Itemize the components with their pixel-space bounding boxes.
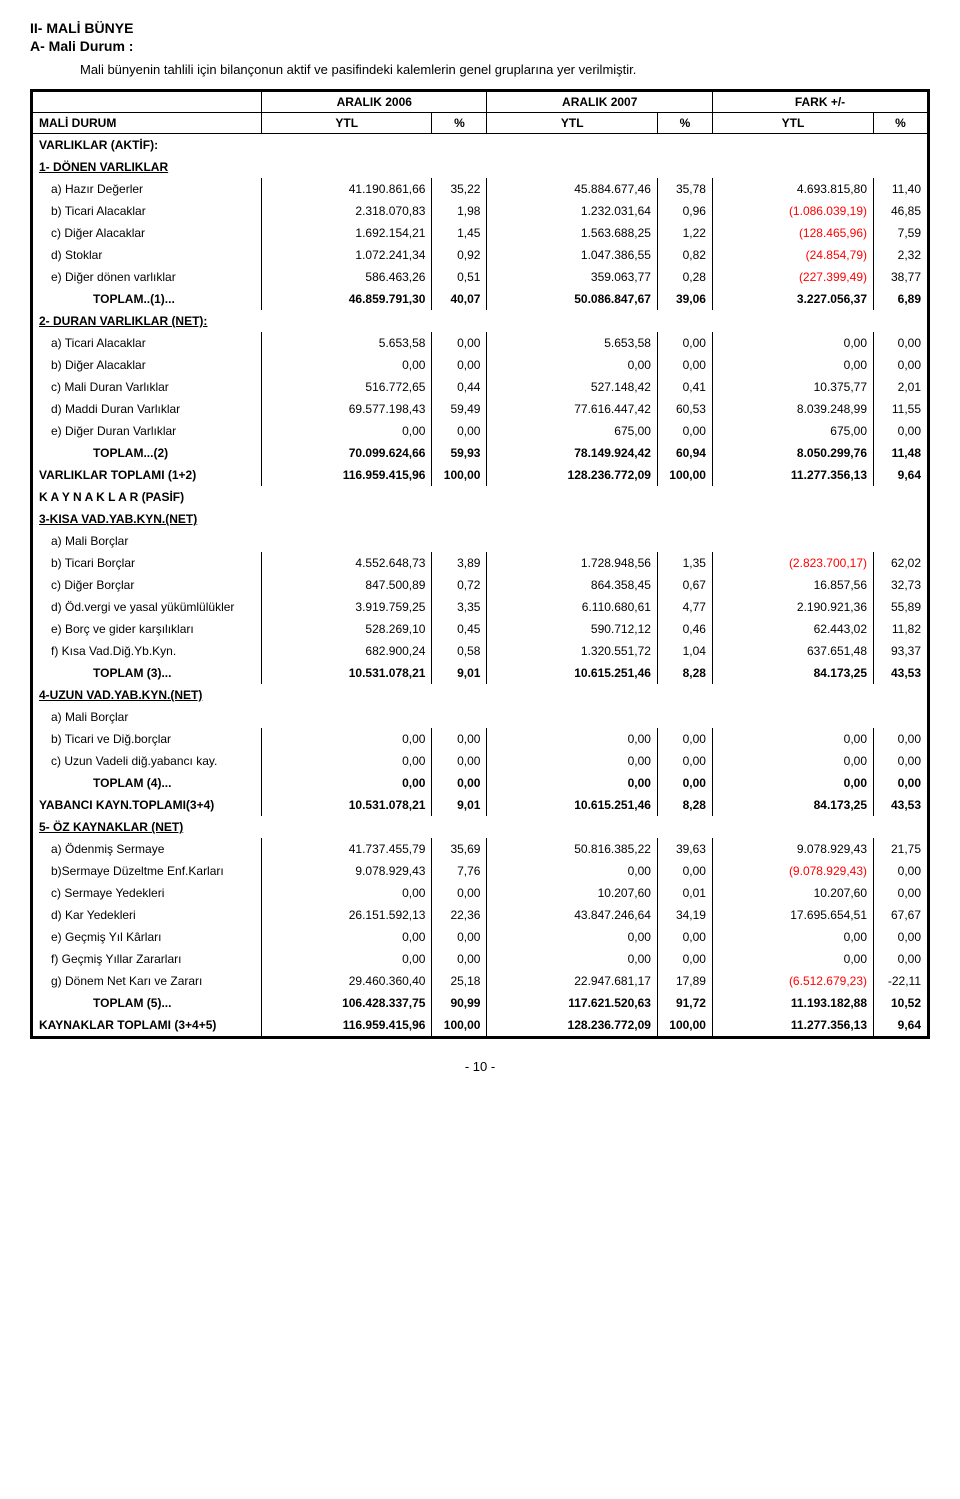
table-row: c) Diğer Borçlar847.500,890,72864.358,45… <box>32 574 929 596</box>
table-body: VARLIKLAR (AKTİF): 1- DÖNEN VARLIKLAR a)… <box>32 134 929 1038</box>
table-row-grandtotal: YABANCI KAYN.TOPLAMI(3+4)10.531.078,219,… <box>32 794 929 816</box>
sub-title: A- Mali Durum : <box>30 38 930 54</box>
table-row: e) Geçmiş Yıl Kârları0,000,000,000,000,0… <box>32 926 929 948</box>
table-row: a) Ödenmiş Sermaye41.737.455,7935,6950.8… <box>32 838 929 860</box>
section-oz: 5- ÖZ KAYNAKLAR (NET) <box>32 816 929 838</box>
table-row: c) Uzun Vadeli diğ.yabancı kay.0,000,000… <box>32 750 929 772</box>
section-uzun: 4-UZUN VAD.YAB.KYN.(NET) <box>32 684 929 706</box>
section-donen: 1- DÖNEN VARLIKLAR <box>32 156 929 178</box>
table-row: d) Maddi Duran Varlıklar69.577.198,4359,… <box>32 398 929 420</box>
document-header: II- MALİ BÜNYE A- Mali Durum : Mali büny… <box>30 20 930 77</box>
table-row: d) Stoklar1.072.241,340,921.047.386,550,… <box>32 244 929 266</box>
financial-table: ARALIK 2006 ARALIK 2007 FARK +/- MALİ DU… <box>30 89 930 1039</box>
table-row: c) Mali Duran Varlıklar516.772,650,44527… <box>32 376 929 398</box>
table-row-grandtotal: VARLIKLAR TOPLAMI (1+2)116.959.415,96100… <box>32 464 929 486</box>
col-header-ytl: YTL <box>487 113 657 134</box>
table-row-total: TOPLAM..(1)...46.859.791,3040,0750.086.8… <box>32 288 929 310</box>
table-row: g) Dönem Net Karı ve Zararı29.460.360,40… <box>32 970 929 992</box>
table-row-total: TOPLAM (5)...106.428.337,7590,99117.621.… <box>32 992 929 1014</box>
table-row-total: TOPLAM (4)...0,000,000,000,000,000,00 <box>32 772 929 794</box>
col-header-pct: % <box>657 113 712 134</box>
col-header-2006: ARALIK 2006 <box>262 91 487 113</box>
col-header-pct: % <box>874 113 929 134</box>
section-varliklar: VARLIKLAR (AKTİF): <box>32 134 929 157</box>
table-row: c) Diğer Alacaklar1.692.154,211,451.563.… <box>32 222 929 244</box>
table-row: a) Ticari Alacaklar5.653,580,005.653,580… <box>32 332 929 354</box>
section-duran: 2- DURAN VARLIKLAR (NET): <box>32 310 929 332</box>
description: Mali bünyenin tahlili için bilançonun ak… <box>80 62 930 77</box>
table-sub-header-row: MALİ DURUM YTL % YTL % YTL % <box>32 113 929 134</box>
table-row: f) Kısa Vad.Diğ.Yb.Kyn.682.900,240,581.3… <box>32 640 929 662</box>
table-row: f) Geçmiş Yıllar Zararları0,000,000,000,… <box>32 948 929 970</box>
col-header-2007: ARALIK 2007 <box>487 91 712 113</box>
section-kaynaklar: K A Y N A K L A R (PASİF) <box>32 486 929 508</box>
page-number: - 10 - <box>30 1059 930 1074</box>
table-row: e) Borç ve gider karşılıkları528.269,100… <box>32 618 929 640</box>
table-row: b)Sermaye Düzeltme Enf.Karları9.078.929,… <box>32 860 929 882</box>
table-row: e) Diğer Duran Varlıklar0,000,00675,000,… <box>32 420 929 442</box>
table-row-grandtotal: KAYNAKLAR TOPLAMI (3+4+5)116.959.415,961… <box>32 1014 929 1038</box>
table-row: a) Mali Borçlar <box>32 530 929 552</box>
table-row: a) Hazır Değerler41.190.861,6635,2245.88… <box>32 178 929 200</box>
table-row: b) Ticari Alacaklar2.318.070,831,981.232… <box>32 200 929 222</box>
table-row: e) Diğer dönen varlıklar586.463,260,5135… <box>32 266 929 288</box>
section-kisa: 3-KISA VAD.YAB.KYN.(NET) <box>32 508 929 530</box>
col-header-malidurum: MALİ DURUM <box>32 113 262 134</box>
table-top-header-row: ARALIK 2006 ARALIK 2007 FARK +/- <box>32 91 929 113</box>
table-row: a) Mali Borçlar <box>32 706 929 728</box>
table-row: c) Sermaye Yedekleri0,000,0010.207,600,0… <box>32 882 929 904</box>
table-row: d) Kar Yedekleri26.151.592,1322,3643.847… <box>32 904 929 926</box>
main-title: II- MALİ BÜNYE <box>30 20 930 36</box>
col-header-pct: % <box>432 113 487 134</box>
table-row: b) Ticari ve Diğ.borçlar0,000,000,000,00… <box>32 728 929 750</box>
table-row-total: TOPLAM (3)...10.531.078,219,0110.615.251… <box>32 662 929 684</box>
table-row: d) Öd.vergi ve yasal yükümlülükler3.919.… <box>32 596 929 618</box>
col-header-fark: FARK +/- <box>712 91 928 113</box>
table-row: b) Ticari Borçlar4.552.648,733,891.728.9… <box>32 552 929 574</box>
col-header-ytl: YTL <box>712 113 873 134</box>
col-header-ytl: YTL <box>262 113 432 134</box>
table-row-total: TOPLAM...(2)70.099.624,6659,9378.149.924… <box>32 442 929 464</box>
table-row: b) Diğer Alacaklar0,000,000,000,000,000,… <box>32 354 929 376</box>
